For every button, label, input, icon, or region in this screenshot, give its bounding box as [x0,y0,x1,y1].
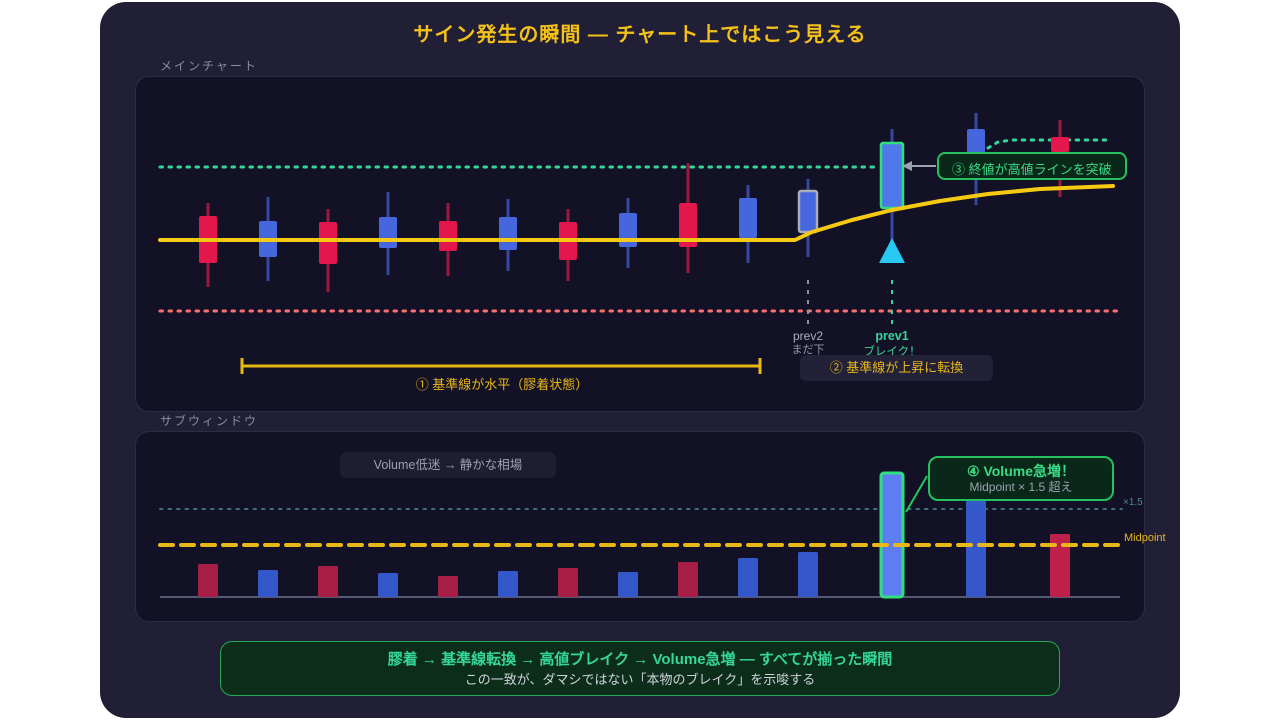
candle-body [439,221,457,251]
prev1-name: prev1 [875,329,909,343]
volume-bar [966,497,986,597]
volume-chart-canvas [158,471,1124,599]
main-chart-section-label: メインチャート [160,59,258,73]
baseline-turn-note: ② 基準線が上昇に転換 [800,355,993,381]
midpoint-line-label: Midpoint [1124,532,1166,544]
volume-bar [498,571,518,597]
prev2-label: prev2 まだ下 [748,329,868,358]
volume-bar [558,568,578,597]
flat-range-bracket [240,358,762,374]
candle-body [679,203,697,247]
volume-bar [618,572,638,597]
x15-threshold-label: ×1.5 [1123,497,1143,508]
prev1-status: ブレイク！ [863,345,921,358]
main-chart-canvas [158,113,1122,374]
candle-body [879,141,905,210]
close-breakout-callout: ③ 終値が高値ラインを突破 [937,152,1127,180]
summary-headline: 膠着 → 基準線転換 → 高値ブレイク → Volume急増 — すべてが揃った… [387,651,893,668]
new-high-line [986,138,1112,150]
volume-bar [738,558,758,597]
prev2-name: prev2 [792,329,824,343]
volume-bar [198,564,218,597]
sub-window-section-label: サブウィンドウ [160,414,259,428]
candle-body [1051,137,1069,152]
volume-bar [318,566,338,597]
summary-subtext: この一致が、ダマシではない「本物のブレイク」を示唆する [464,672,816,687]
breakout-arrow-head-icon [902,161,912,171]
volume-spike-title: ④ Volume急増！ [967,463,1075,479]
prev1-label: prev1 ブレイク！ [832,329,952,359]
candle-body [739,198,757,238]
spike-callout-connector [905,475,928,513]
page-title: サイン発生の瞬間 — チャート上ではこう見える [413,24,867,46]
entry-signal-triangle-icon [879,238,905,263]
candle-body [379,217,397,248]
candle-body [499,217,517,250]
volume-spike-detail: Midpoint × 1.5 超え [969,480,1073,495]
volume-quiet-note: Volume低迷 → 静かな相場 [340,452,556,478]
candle-body [797,189,819,234]
volume-bar [879,471,905,599]
volume-spike-callout: ④ Volume急増！ Midpoint × 1.5 超え [928,456,1114,501]
volume-bar [798,552,818,597]
volume-bar [1050,534,1070,597]
volume-bar [678,562,698,597]
volume-bar [258,570,278,597]
candle-body [319,222,337,264]
baseline-flat-note: ① 基準線が水平（膠着状態） [415,377,589,392]
volume-bar [378,573,398,597]
prev2-status: まだ下 [791,344,825,356]
baseline [158,184,1115,242]
summary-banner: 膠着 → 基準線転換 → 高値ブレイク → Volume急増 — すべてが揃った… [220,641,1060,696]
volume-bar [438,576,458,597]
